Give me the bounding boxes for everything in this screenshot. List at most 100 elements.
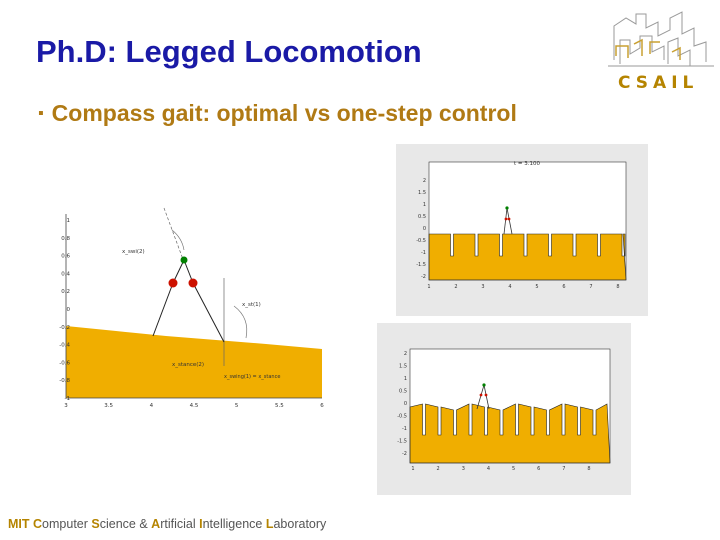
tick-label: 3 — [462, 466, 465, 472]
tick-label: 5 — [512, 466, 515, 472]
leg-left-lower — [152, 282, 174, 337]
angle-arc-stance — [233, 305, 248, 339]
top-x-ticks: 1 2 3 4 5 6 7 8 — [427, 284, 619, 290]
tick-label: 0 — [423, 226, 426, 232]
label-x-relation: x_swing(1) = x_stance — [224, 374, 280, 380]
tick-label: 6 — [320, 403, 324, 409]
tick-label: 1 — [67, 218, 71, 224]
tick-label: -2 — [421, 274, 426, 280]
tick-label: -0.5 — [397, 414, 407, 420]
tick-label: 7 — [562, 466, 565, 472]
walker-knee-b — [484, 393, 488, 397]
top-y-ticks: 2 1.5 1 0.5 0 -0.5 -1 -1.5 -2 — [416, 178, 426, 280]
walker-leg-b — [506, 207, 513, 235]
walker-knee-a — [479, 393, 483, 397]
bullet-text: Compass gait: optimal vs one-step contro… — [51, 100, 517, 126]
footer-word-rest: aboratory — [273, 517, 327, 531]
tick-label: 2 — [404, 351, 407, 357]
bullet-item: ▪ Compass gait: optimal vs one-step contr… — [38, 100, 517, 127]
tick-label: 0.2 — [61, 289, 70, 295]
walker-hip — [482, 383, 486, 387]
main-y-ticks: 1 0.8 0.6 0.4 0.2 0 -0.2 -0.4 -0.6 -0.8 -1 — [59, 218, 70, 402]
tick-label: -0.5 — [416, 238, 426, 244]
tick-label: 4.5 — [190, 403, 199, 409]
footer-word-rest: ntelligence — [202, 517, 263, 531]
footer-word-rest: rtificial — [160, 517, 196, 531]
walker-leg-a — [476, 384, 485, 410]
tick-label: 0 — [67, 307, 71, 313]
tick-label: 2 — [423, 178, 426, 184]
tick-label: 1.5 — [418, 190, 426, 196]
tick-label: 4 — [508, 284, 511, 290]
tick-label: 8 — [616, 284, 619, 290]
csail-logo: CSAIL — [608, 11, 714, 93]
label-x-swing: x_swi(2) — [122, 249, 145, 255]
terrain-top — [428, 233, 627, 281]
footer-initial: MIT — [8, 517, 30, 531]
tick-label: -0.6 — [59, 360, 70, 366]
tick-label: 1.5 — [399, 364, 407, 370]
tick-label: -1 — [421, 250, 426, 256]
tick-label: 3 — [64, 403, 68, 409]
one-step-control-snapshot: 2 1.5 1 0.5 0 -0.5 -1 -1.5 -2 1 2 3 4 5 6 7 8 — [377, 323, 631, 495]
optimal-control-snapshot: t = 3.100 2 1.5 1 0.5 0 -0.5 -1 -1.5 -2 1 2 3 4 5 6 7 8 — [396, 144, 648, 316]
logo-text: CSAIL — [618, 73, 698, 93]
footer-initial: C — [33, 517, 43, 531]
tick-label: 1 — [404, 376, 407, 382]
knee-mass-left — [168, 278, 178, 288]
tick-label: 1 — [427, 284, 430, 290]
compass-gait-diagram: 1 0.8 0.6 0.4 0.2 0 -0.2 -0.4 -0.6 -0.8 -1 3 3.5 4 4.… — [59, 207, 324, 409]
tick-label: 5 — [535, 284, 538, 290]
tick-label: 4 — [150, 403, 154, 409]
tick-label: 2 — [454, 284, 457, 290]
tick-label: 5 — [235, 403, 239, 409]
tick-label: 6 — [537, 466, 540, 472]
angle-arc-swing — [171, 229, 185, 251]
main-x-ticks: 3 3.5 4 4.5 5 5.5 6 — [64, 403, 324, 409]
walker-leg-b — [483, 384, 490, 410]
tick-label: 6 — [562, 284, 565, 290]
label-x-stance2: x_stance(2) — [172, 362, 204, 368]
footer-word-rest: omputer — [42, 517, 88, 531]
tick-label: 0.5 — [399, 389, 407, 395]
tick-label: 1 — [411, 466, 414, 472]
tick-label: 0 — [404, 401, 407, 407]
tick-label: 3 — [481, 284, 484, 290]
knee-mass-right — [188, 278, 198, 288]
bottom-x-ticks: 1 2 3 4 5 6 7 8 — [411, 466, 590, 472]
tick-label: 4 — [487, 466, 490, 472]
tick-label: 3.5 — [104, 403, 113, 409]
walker-knee-b — [507, 217, 511, 221]
tick-label: 0.5 — [418, 214, 426, 220]
walker-leg-a — [503, 207, 508, 235]
slide-title: Ph.D: Legged Locomotion — [36, 34, 422, 69]
footer-lab-name: MIT Computer Science & Artificial Intell… — [8, 517, 326, 531]
footer-initial: S — [91, 517, 100, 531]
bullet-marker-icon: ▪ — [38, 105, 44, 122]
walker-knee-a — [504, 217, 508, 221]
top-plot-title: t = 3.100 — [514, 161, 541, 167]
footer-initial: A — [151, 517, 161, 531]
bottom-y-ticks: 2 1.5 1 0.5 0 -0.5 -1 -1.5 -2 — [397, 351, 407, 457]
tick-label: -0.4 — [59, 343, 70, 349]
tick-label: -1.5 — [397, 439, 407, 445]
tick-label: -0.2 — [59, 325, 70, 331]
terrain-bottom — [409, 403, 611, 464]
footer-initial: I — [199, 517, 203, 531]
hip-mass — [180, 256, 188, 264]
tick-label: 0.4 — [61, 271, 70, 277]
footer-initial: L — [265, 517, 274, 531]
tick-label: 0.6 — [61, 254, 70, 260]
leg-right-lower — [192, 282, 225, 343]
tick-label: 2 — [437, 466, 440, 472]
tick-label: -0.8 — [59, 378, 70, 384]
walker-hip — [505, 206, 509, 210]
footer-word-rest: cience & — [99, 517, 148, 531]
tick-label: 8 — [587, 466, 590, 472]
label-x-st: x_st(1) — [242, 302, 261, 308]
tick-label: -1 — [402, 426, 407, 432]
terrain-fill — [66, 326, 322, 398]
tick-label: -2 — [402, 451, 407, 457]
tick-label: 0.8 — [61, 236, 70, 242]
tick-label: -1 — [65, 396, 70, 402]
